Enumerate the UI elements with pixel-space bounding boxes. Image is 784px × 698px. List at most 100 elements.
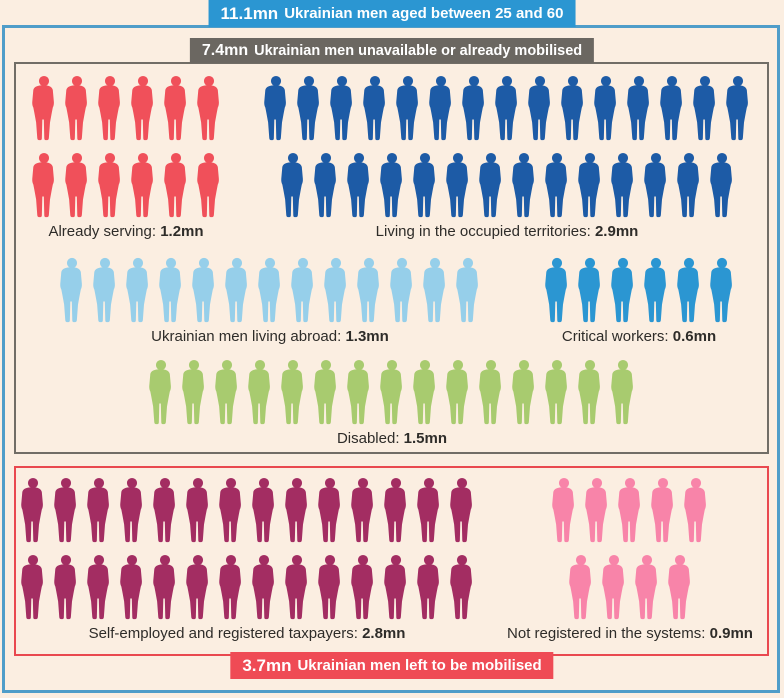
person-icon: [599, 553, 629, 621]
group-disabled: Disabled: 1.5mn: [98, 358, 686, 447]
person-icon: [315, 476, 345, 544]
group-label: Disabled: 1.5mn: [337, 430, 447, 447]
group-label: Not registered in the systems: 0.9mn: [507, 625, 753, 642]
person-icon: [183, 476, 213, 544]
person-icon: [414, 476, 444, 544]
unavailable-value: 7.4mn: [201, 41, 249, 59]
person-icon: [420, 256, 450, 324]
person-icon: [62, 74, 92, 142]
person-icon: [575, 358, 605, 426]
unavailable-banner: 7.4mn Ukrainian men unavailable or alrea…: [189, 38, 595, 63]
person-icon: [18, 553, 48, 621]
person-icon: [90, 256, 120, 324]
figure-grid: [16, 476, 478, 621]
person-icon: [476, 151, 506, 219]
person-icon: [387, 256, 417, 324]
person-icon: [29, 151, 59, 219]
figure-row: [260, 74, 755, 142]
person-icon: [681, 476, 711, 544]
person-icon: [189, 256, 219, 324]
person-icon: [249, 553, 279, 621]
person-icon: [156, 256, 186, 324]
group-label-text: Ukrainian men living abroad:: [151, 328, 342, 345]
person-icon: [624, 74, 654, 142]
person-icon: [582, 476, 612, 544]
figure-grid: [540, 256, 738, 324]
person-icon: [641, 151, 671, 219]
group-label: Already serving: 1.2mn: [48, 223, 203, 240]
group-label: Critical workers: 0.6mn: [562, 328, 716, 345]
person-icon: [410, 358, 440, 426]
unavailable-text: Ukrainian men unavailable or already mob…: [254, 42, 583, 59]
figure-row: [540, 256, 738, 324]
person-icon: [261, 74, 291, 142]
group-label: Ukrainian men living abroad: 1.3mn: [151, 328, 389, 345]
person-icon: [194, 151, 224, 219]
person-icon: [542, 151, 572, 219]
person-icon: [447, 553, 477, 621]
person-icon: [161, 74, 191, 142]
figure-grid: [56, 256, 485, 324]
figure-grid: [260, 74, 755, 219]
group-label-text: Already serving:: [48, 223, 157, 240]
person-icon: [183, 553, 213, 621]
person-icon: [558, 74, 588, 142]
person-icon: [377, 358, 407, 426]
person-icon: [632, 553, 662, 621]
group-label: Living in the occupied territories: 2.9m…: [376, 223, 639, 240]
person-icon: [648, 476, 678, 544]
person-icon: [443, 151, 473, 219]
person-icon: [665, 553, 695, 621]
person-icon: [723, 74, 753, 142]
person-icon: [95, 74, 125, 142]
figure-row: [260, 151, 755, 219]
person-icon: [84, 553, 114, 621]
person-icon: [249, 476, 279, 544]
group-label-text: Living in the occupied territories:: [375, 223, 591, 240]
person-icon: [245, 358, 275, 426]
figure-row: [16, 476, 478, 544]
person-icon: [128, 74, 158, 142]
person-icon: [18, 476, 48, 544]
person-icon: [278, 358, 308, 426]
person-icon: [311, 151, 341, 219]
person-icon: [381, 476, 411, 544]
remaining-banner: 3.7mn Ukrainian men left to be mobilised: [230, 652, 554, 679]
group-label-value: 0.6mn: [672, 328, 717, 345]
person-icon: [443, 358, 473, 426]
group-label-value: 1.3mn: [345, 328, 389, 345]
person-icon: [542, 256, 572, 324]
group-label-value: 1.2mn: [160, 223, 204, 240]
figure-row: [27, 151, 225, 219]
person-icon: [575, 151, 605, 219]
figure-grid: [548, 476, 713, 621]
person-icon: [690, 74, 720, 142]
person-icon: [179, 358, 209, 426]
person-icon: [525, 74, 555, 142]
person-icon: [222, 256, 252, 324]
person-icon: [84, 476, 114, 544]
person-icon: [57, 256, 87, 324]
group-label-value: 2.8mn: [362, 625, 406, 642]
person-icon: [315, 553, 345, 621]
group-occupied-territories: Living in the occupied territories: 2.9m…: [250, 74, 764, 240]
group-label-value: 2.9mn: [594, 223, 639, 240]
person-icon: [509, 358, 539, 426]
person-icon: [381, 553, 411, 621]
person-icon: [117, 553, 147, 621]
person-icon: [707, 256, 737, 324]
group-label-text: Critical workers:: [561, 328, 669, 345]
person-icon: [216, 476, 246, 544]
group-label-text: Not registered in the systems:: [507, 625, 706, 642]
person-icon: [591, 74, 621, 142]
figure-row: [56, 256, 485, 324]
person-icon: [161, 151, 191, 219]
person-icon: [95, 151, 125, 219]
person-icon: [575, 256, 605, 324]
person-icon: [459, 74, 489, 142]
group-not-registered: Not registered in the systems: 0.9mn: [498, 476, 762, 642]
person-icon: [360, 74, 390, 142]
person-icon: [707, 151, 737, 219]
person-icon: [62, 151, 92, 219]
person-icon: [492, 74, 522, 142]
